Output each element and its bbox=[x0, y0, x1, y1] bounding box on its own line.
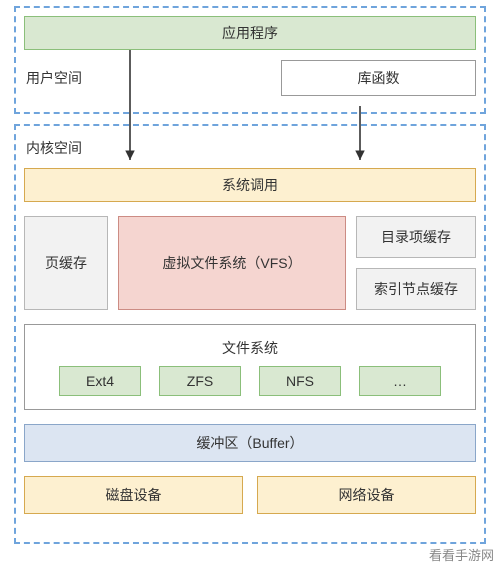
net-box: 网络设备 bbox=[257, 476, 476, 514]
page-cache-label: 页缓存 bbox=[45, 253, 87, 273]
kernel-space-container: 内核空间 系统调用 页缓存 虚拟文件系统（VFS） 目录项缓存 索引节点缓存 文… bbox=[14, 124, 486, 544]
fs-item-0: Ext4 bbox=[59, 366, 141, 396]
app-label: 应用程序 bbox=[222, 23, 278, 43]
net-label: 网络设备 bbox=[339, 485, 395, 505]
lib-label: 库函数 bbox=[358, 68, 400, 88]
dentry-cache-label: 目录项缓存 bbox=[381, 227, 451, 247]
fs-item-2-label: NFS bbox=[286, 373, 314, 389]
buffer-box: 缓冲区（Buffer） bbox=[24, 424, 476, 462]
syscall-box: 系统调用 bbox=[24, 168, 476, 202]
fs-item-2: NFS bbox=[259, 366, 341, 396]
app-box: 应用程序 bbox=[24, 16, 476, 50]
fs-item-3-label: … bbox=[393, 373, 407, 389]
kernel-space-label: 内核空间 bbox=[24, 134, 476, 168]
inode-cache-label: 索引节点缓存 bbox=[374, 279, 458, 299]
disk-box: 磁盘设备 bbox=[24, 476, 243, 514]
fs-item-0-label: Ext4 bbox=[86, 373, 114, 389]
disk-label: 磁盘设备 bbox=[106, 485, 162, 505]
user-space-label: 用户空间 bbox=[24, 62, 84, 94]
user-space-container: 应用程序 用户空间 库函数 bbox=[14, 6, 486, 114]
fs-item-1: ZFS bbox=[159, 366, 241, 396]
vfs-label: 虚拟文件系统（VFS） bbox=[162, 253, 301, 273]
lib-box: 库函数 bbox=[281, 60, 476, 96]
fs-box: 文件系统 Ext4 ZFS NFS … bbox=[24, 324, 476, 410]
page-cache-box: 页缓存 bbox=[24, 216, 108, 310]
inode-cache-box: 索引节点缓存 bbox=[356, 268, 476, 310]
watermark: 看看手游网 bbox=[429, 545, 494, 564]
fs-item-1-label: ZFS bbox=[187, 373, 213, 389]
vfs-box: 虚拟文件系统（VFS） bbox=[118, 216, 346, 310]
syscall-label: 系统调用 bbox=[222, 175, 278, 195]
buffer-label: 缓冲区（Buffer） bbox=[196, 433, 303, 453]
fs-label: 文件系统 bbox=[222, 338, 278, 358]
fs-item-3: … bbox=[359, 366, 441, 396]
dentry-cache-box: 目录项缓存 bbox=[356, 216, 476, 258]
